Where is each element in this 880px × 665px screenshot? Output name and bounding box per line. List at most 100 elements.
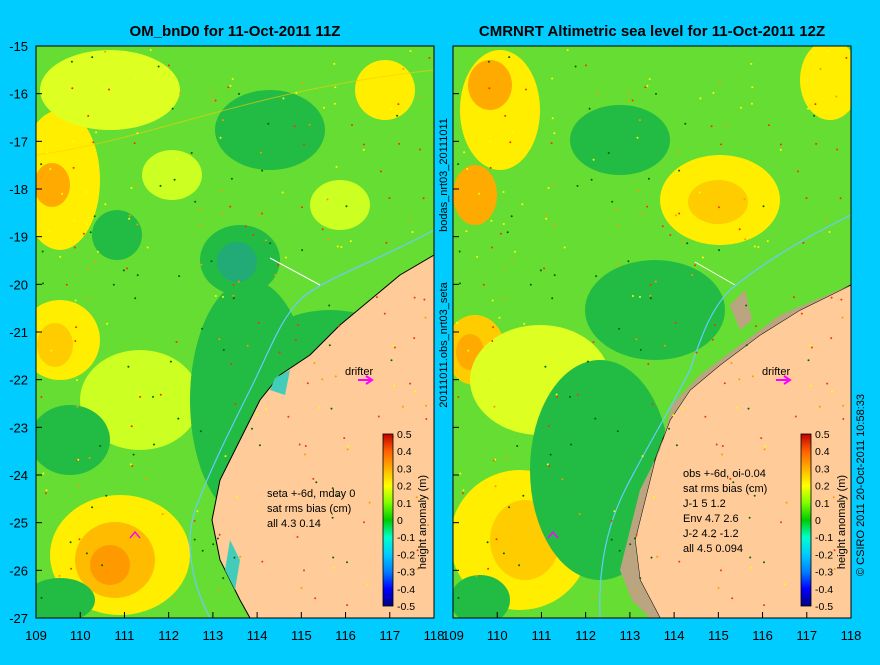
obs-dot [153, 443, 155, 446]
obs-dot [644, 86, 647, 89]
obs-dot [617, 263, 620, 266]
obs-dot [257, 321, 260, 324]
obs-dot [576, 184, 579, 187]
obs-dot [570, 443, 572, 446]
obs-dot [393, 346, 396, 349]
obs-dot [224, 455, 227, 458]
obs-dot [674, 321, 677, 324]
obs-dot [711, 338, 714, 341]
left-drifter-track [129, 530, 141, 539]
obs-dot [74, 299, 77, 302]
obs-dot [72, 140, 75, 143]
obs-dot [362, 143, 365, 146]
obs-dot [833, 549, 836, 552]
obs-dot [214, 295, 217, 297]
obs-dot [105, 494, 108, 497]
obs-dot [425, 418, 428, 420]
obs-dot [230, 177, 233, 180]
obs-dot [385, 241, 388, 244]
obs-dot [334, 86, 337, 89]
obs-dot [819, 67, 822, 70]
obs-dot [813, 114, 816, 117]
obs-dot [546, 463, 549, 466]
colorbar-tick-label: 0.2 [397, 481, 412, 493]
obs-dot [634, 590, 637, 593]
right-drifter-track [547, 530, 559, 539]
obs-dot [545, 214, 548, 217]
obs-dot [130, 186, 133, 189]
obs-dot [576, 393, 579, 396]
obs-dot [618, 327, 621, 330]
obs-dot [783, 583, 786, 586]
left-stats: seta +-6d, mday 0 sat rms bias (cm) all … [267, 488, 355, 530]
right-stats-line: J-1 5 1.2 [683, 498, 726, 510]
obs-dot [334, 375, 337, 378]
obs-dot [72, 166, 75, 169]
obs-dot [328, 344, 331, 347]
obs-dot [81, 316, 84, 319]
obs-dot [647, 177, 650, 180]
obs-dot [104, 203, 107, 206]
obs-dot [301, 82, 304, 85]
obs-dot [212, 543, 215, 546]
y-tick-label: -23 [9, 420, 28, 435]
obs-dot [491, 340, 494, 342]
obs-dot [409, 50, 412, 52]
obs-dot [259, 151, 262, 154]
obs-dot [457, 163, 460, 166]
obs-dot [715, 443, 718, 446]
obs-dot [752, 165, 755, 168]
obs-dot [730, 361, 733, 364]
obs-dot [551, 297, 554, 300]
obs-dot [244, 225, 247, 228]
obs-dot [757, 246, 760, 248]
obs-dot [229, 205, 232, 208]
y-tick-label: -21 [9, 325, 28, 340]
obs-dot [669, 234, 672, 236]
right-x-axis: 109 110 111 112 113 114 115 116 117 118 [442, 612, 861, 643]
obs-dot [503, 297, 506, 300]
obs-dot [144, 478, 147, 481]
y-tick-label: -15 [9, 39, 28, 54]
obs-dot [200, 263, 203, 266]
obs-dot [89, 231, 92, 234]
obs-dot [335, 165, 338, 168]
obs-dot [750, 566, 752, 569]
obs-dot [315, 481, 318, 484]
obs-dot [278, 351, 281, 354]
right-colorbar-ramp [800, 433, 812, 607]
obs-dot [504, 114, 507, 117]
left-colorbar: 0.5 0.4 0.3 0.2 0.1 0 -0.1 -0.2 -0.3 -0.4 -0.5 hei… [382, 429, 429, 613]
colorbar-tick-label: -0.1 [815, 532, 833, 544]
colorbar-tick-label: 0.3 [815, 463, 830, 475]
obs-dot [638, 119, 641, 122]
obs-dot [222, 577, 225, 580]
obs-dot [459, 282, 461, 285]
obs-dot [561, 478, 564, 481]
obs-dot [805, 197, 808, 200]
obs-dot [296, 536, 299, 538]
obs-dot [388, 197, 391, 200]
obs-dot [227, 86, 230, 89]
obs-dot [516, 445, 519, 447]
obs-dot [764, 445, 767, 448]
obs-dot [595, 275, 598, 278]
y-tick-label: -24 [9, 468, 28, 483]
obs-dot [40, 396, 43, 398]
obs-dot [489, 166, 492, 169]
obs-dot [107, 426, 110, 429]
obs-dot [569, 395, 571, 398]
obs-dot [830, 296, 833, 299]
colorbar-tick-label: 0.1 [815, 498, 830, 510]
obs-dot [134, 297, 137, 300]
left-stats-line: seta +-6d, mday 0 [267, 488, 355, 500]
obs-dot [409, 219, 412, 221]
obs-dot [747, 407, 750, 410]
obs-dot [217, 590, 220, 593]
obs-dot [548, 465, 551, 468]
obs-dot [88, 457, 91, 459]
colorbar-tick-label: 0.4 [397, 446, 412, 458]
obs-dot [91, 506, 94, 509]
obs-dot [301, 249, 304, 252]
